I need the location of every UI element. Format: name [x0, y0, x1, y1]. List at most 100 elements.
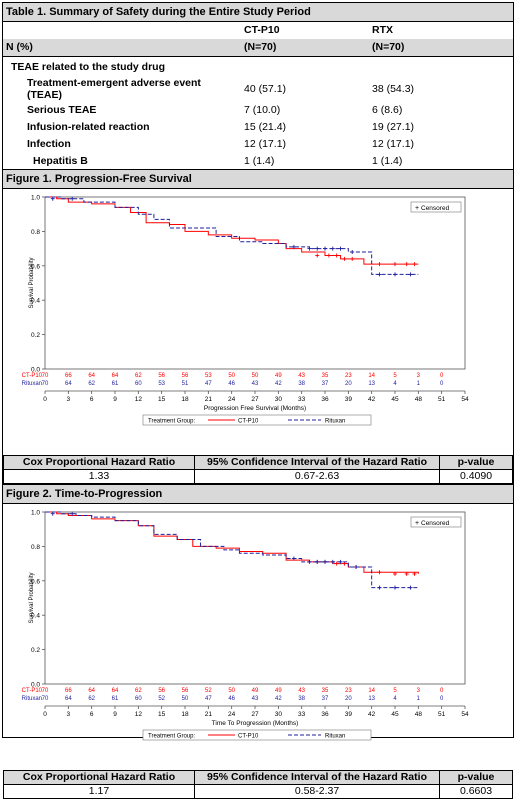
at-risk-count: 49 [275, 373, 282, 379]
table-header-row-1: CT-P10 RTX [3, 22, 513, 39]
hazard-header-pvalue: p-value [439, 455, 513, 470]
x-tick-label: 9 [113, 711, 117, 718]
x-tick-label: 36 [321, 711, 329, 718]
x-tick-label: 30 [275, 396, 283, 403]
hazard-header-row: Cox Proportional Hazard Ratio 95% Confid… [3, 455, 513, 470]
censor-mark [393, 585, 397, 590]
at-risk-count: 43 [298, 373, 305, 379]
censor-mark [412, 571, 417, 576]
at-risk-count: 70 [42, 381, 49, 387]
censor-mark [354, 565, 359, 570]
series-line-rituxan [45, 196, 419, 275]
at-risk-count: 13 [368, 381, 375, 387]
at-risk-label: CT-P10 [22, 373, 43, 379]
hazard-value-cox: 1.17 [3, 784, 195, 799]
censored-legend: + Censored [410, 516, 462, 528]
at-risk-count: 35 [322, 688, 329, 694]
at-risk-count: 62 [88, 381, 95, 387]
header-rtx-n: (N=70) [369, 39, 513, 57]
censor-mark [350, 256, 355, 261]
at-risk-count: 42 [275, 696, 282, 702]
table1-title: Table 1. Summary of Safety during the En… [3, 3, 513, 22]
x-tick-label: 12 [135, 396, 143, 403]
censor-mark [323, 559, 327, 564]
figure1-hazard-table: Cox Proportional Hazard Ratio 95% Confid… [3, 455, 513, 484]
at-risk-count: 49 [275, 688, 282, 694]
row-label: Hepatitis B [33, 154, 88, 167]
at-risk-count: 4 [393, 696, 397, 702]
censor-mark [377, 272, 382, 277]
at-risk-count: 42 [275, 381, 282, 387]
safety-table: CT-P10 RTX N (%) (N=70) (N=70) TEAE rela… [3, 22, 513, 169]
censor-mark [377, 570, 382, 575]
treatment-legend: Treatment Group: CT-P10 Rituxan [142, 729, 372, 741]
censor-mark [307, 246, 312, 251]
at-risk-count: 43 [298, 688, 305, 694]
y-tick-label: 0.2 [31, 332, 40, 339]
row-label: Infection [27, 137, 71, 150]
at-risk-label: CT-P10 [22, 688, 43, 694]
x-tick-label: 24 [228, 711, 236, 718]
treatment-legend: Treatment Group: CT-P10 Rituxan [142, 414, 372, 426]
y-tick-label: 0.6 [31, 263, 40, 270]
legend-censored-label: Censored [421, 205, 450, 212]
censor-mark [338, 246, 343, 251]
x-tick-label: 45 [391, 396, 399, 403]
table-row: Infection 12 (17.1) 12 (17.1) [3, 135, 513, 152]
header-ctp10: CT-P10 [244, 24, 280, 36]
censor-mark [393, 262, 397, 267]
at-risk-count: 43 [252, 696, 259, 702]
hazard-header-pvalue: p-value [439, 770, 513, 785]
treatment-legend-box [142, 729, 372, 741]
at-risk-count: 61 [112, 696, 119, 702]
at-risk-count: 64 [88, 688, 95, 694]
at-risk-count: 64 [112, 688, 119, 694]
x-tick-label: 0 [43, 711, 47, 718]
row-label: Serious TEAE [27, 103, 97, 116]
row-rtx: 12 (17.1) [372, 137, 415, 150]
censor-mark [393, 571, 397, 576]
hazard-value-ci: 0.58-2.37 [194, 784, 440, 799]
censor-mark [377, 585, 382, 590]
x-tick-label: 36 [321, 396, 329, 403]
figure1-title: Figure 1. Progression-Free Survival [3, 169, 513, 189]
x-tick-label: 9 [113, 396, 117, 403]
x-tick-label: 42 [368, 711, 376, 718]
at-risk-count: 50 [228, 373, 235, 379]
censor-mark [315, 246, 320, 251]
x-tick-label: 15 [158, 711, 166, 718]
hazard-value-cox: 1.33 [3, 469, 195, 484]
row-rtx: 1 (1.4) [372, 154, 403, 167]
at-risk-count: 64 [112, 373, 119, 379]
hazard-value-row: 1.33 0.67-2.63 0.4090 [3, 469, 513, 484]
censor-mark [291, 244, 296, 249]
x-axis-label: Time To Progression (Months) [212, 720, 299, 727]
series-line-ct-p10 [45, 196, 419, 265]
at-risk-count: 53 [205, 373, 212, 379]
at-risk-count: 56 [182, 373, 189, 379]
x-axis-label: Progression Free Survival (Months) [204, 405, 306, 412]
x-tick-label: 21 [205, 396, 213, 403]
table-row: Infusion-related reaction 15 (21.4) 19 (… [3, 118, 513, 135]
at-risk-count: 37 [322, 696, 329, 702]
at-risk-count: 38 [298, 696, 305, 702]
at-risk-count: 3 [417, 373, 421, 379]
x-tick-label: 33 [298, 396, 306, 403]
at-risk-count: 62 [135, 373, 142, 379]
figure2-title: Figure 2. Time-to-Progression [3, 484, 513, 504]
at-risk-count: 38 [298, 381, 305, 387]
hazard-value-ci: 0.67-2.63 [194, 469, 440, 484]
x-tick-label: 27 [251, 711, 259, 718]
table-row: Serious TEAE 7 (10.0) 6 (8.6) [3, 101, 513, 118]
hazard-header-cox: Cox Proportional Hazard Ratio [3, 455, 195, 470]
legend-ctp10-label: CT-P10 [238, 734, 259, 740]
at-risk-count: 52 [158, 696, 165, 702]
y-tick-label: 0.8 [31, 544, 40, 551]
header-ctp10-n: (N=70) [241, 39, 369, 57]
censor-mark [70, 511, 75, 516]
x-tick-label: 51 [438, 711, 446, 718]
at-risk-count: 47 [205, 696, 212, 702]
at-risk-count: 64 [65, 696, 72, 702]
x-tick-label: 48 [415, 711, 423, 718]
